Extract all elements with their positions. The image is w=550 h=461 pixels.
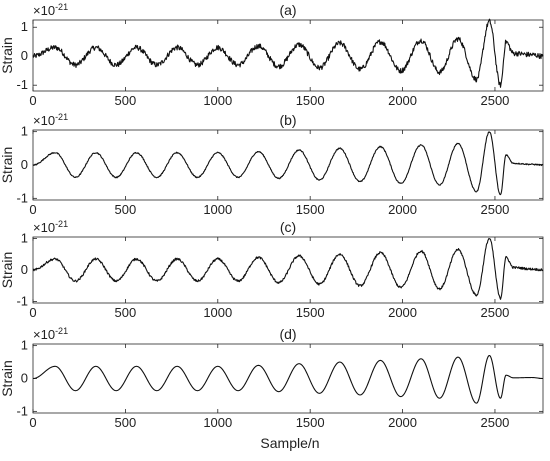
- y-tick-label: 1: [21, 19, 28, 34]
- axis-scale-exponent: -21: [55, 112, 68, 122]
- y-tick-label: -1: [16, 190, 28, 205]
- x-tick-label: 2000: [388, 202, 417, 217]
- axis-scale-exponent: -21: [55, 2, 68, 12]
- y-axis-title: Strain: [0, 147, 15, 184]
- series-line: [32, 237, 544, 300]
- x-tick-label: 500: [115, 202, 137, 217]
- x-tick-label: 2000: [388, 93, 417, 108]
- x-tick-label: 1000: [203, 202, 232, 217]
- x-tick-label: 1000: [203, 93, 232, 108]
- x-tick-label: 500: [115, 415, 137, 430]
- x-tick-label: 2500: [480, 305, 509, 320]
- x-tick-label: 0: [29, 202, 36, 217]
- axis-scale-base: ×10: [33, 113, 55, 128]
- axis-scale-exponent: -21: [55, 326, 68, 336]
- axis-scale-base: ×10: [33, 220, 55, 235]
- y-tick-label: 0: [21, 48, 28, 63]
- y-tick-label: -1: [16, 293, 28, 308]
- panel-title: (c): [280, 219, 296, 235]
- y-tick-label: -1: [16, 403, 28, 418]
- y-tick-label: 0: [21, 371, 28, 386]
- x-tick-label: 2000: [388, 305, 417, 320]
- axis-scale-base: ×10: [33, 3, 55, 18]
- x-tick-label: 500: [115, 93, 137, 108]
- x-tick-label: 500: [115, 305, 137, 320]
- series-line: [32, 131, 544, 196]
- axis-scale-exponent: -21: [55, 219, 68, 229]
- axis-scale-label: ×10-21: [33, 326, 68, 342]
- y-tick-label: 1: [21, 124, 28, 139]
- panel-title: (a): [279, 2, 296, 18]
- y-tick-label: 0: [21, 157, 28, 172]
- axis-scale-label: ×10-21: [33, 112, 68, 128]
- plot-frame: [32, 19, 544, 92]
- x-tick-label: 2500: [480, 93, 509, 108]
- y-tick-label: 1: [21, 231, 28, 246]
- axis-scale-label: ×10-21: [33, 2, 68, 18]
- y-axis-title: Strain: [0, 360, 15, 397]
- x-tick-label: 1500: [296, 202, 325, 217]
- x-tick-label: 1000: [203, 415, 232, 430]
- axis-scale-label: ×10-21: [33, 219, 68, 235]
- panel-title: (b): [279, 112, 296, 128]
- x-tick-label: 1500: [296, 305, 325, 320]
- series-line: [32, 18, 544, 88]
- series-line: [32, 354, 544, 404]
- y-tick-label: 1: [21, 338, 28, 353]
- y-tick-label: 0: [21, 262, 28, 277]
- x-axis-title: Sample/n: [260, 435, 319, 451]
- x-tick-label: 0: [29, 305, 36, 320]
- x-tick-label: 2500: [480, 202, 509, 217]
- y-axis-title: Strain: [0, 37, 15, 74]
- x-tick-label: 2500: [480, 415, 509, 430]
- x-tick-label: 2000: [388, 415, 417, 430]
- x-tick-label: 1500: [296, 93, 325, 108]
- y-tick-label: -1: [16, 77, 28, 92]
- axis-scale-base: ×10: [33, 327, 55, 342]
- x-tick-label: 0: [29, 415, 36, 430]
- panel-title: (d): [279, 326, 296, 342]
- x-tick-label: 1500: [296, 415, 325, 430]
- y-axis-title: Strain: [0, 252, 15, 289]
- x-tick-label: 0: [29, 93, 36, 108]
- x-tick-label: 1000: [203, 305, 232, 320]
